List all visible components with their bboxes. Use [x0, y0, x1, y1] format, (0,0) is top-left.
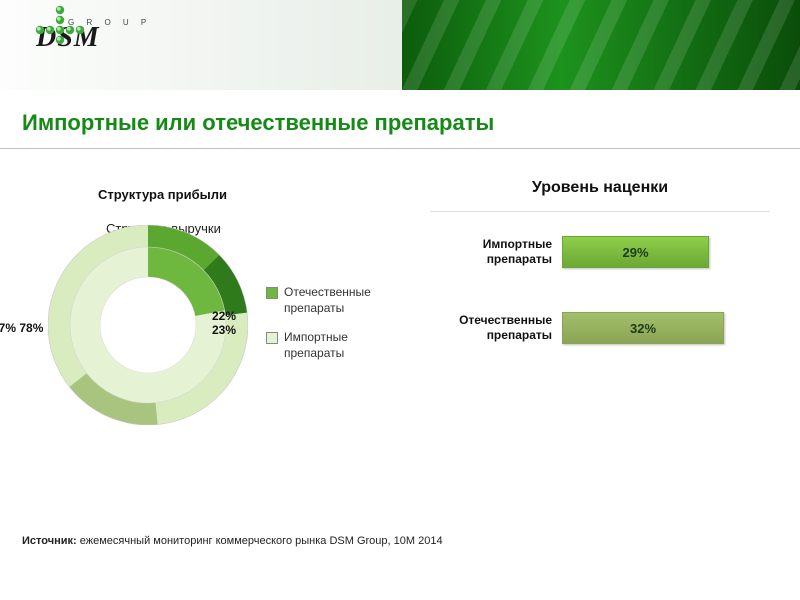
bar-chart-title: Уровень наценки [430, 179, 770, 197]
donut-legend: Отечественные препараты Импортные препара… [266, 285, 386, 375]
legend-swatch [266, 287, 278, 299]
donut-label-left: 77% 78% [0, 321, 43, 335]
donut-chart: 77% 78% 22% 23% [48, 225, 248, 425]
logo: G R O U P DSM [36, 18, 151, 52]
legend-item: Отечественные препараты [266, 285, 386, 316]
bar: 32% [562, 312, 724, 344]
legend-item: Импортные препараты [266, 330, 386, 361]
bar-label: Импортные препараты [430, 237, 562, 267]
bars-container: Импортные препараты 29% Отечественные преп… [430, 236, 770, 344]
bar-row: Импортные препараты 29% [430, 236, 770, 268]
donut-label-right: 22% 23% [212, 309, 248, 337]
footer-prefix: Источник: [22, 535, 77, 547]
bar-label: Отечественные препараты [430, 313, 562, 343]
legend-label: Импортные препараты [284, 330, 386, 361]
page-title: Импортные или отечественные препараты [22, 110, 800, 136]
header-bg-right [402, 0, 800, 90]
bar-value: 29% [622, 245, 648, 260]
donut-outer-title: Структура прибыли [98, 187, 227, 202]
bar: 29% [562, 236, 709, 268]
bar-value: 32% [630, 321, 656, 336]
footer-source: Источник: ежемесячный мониторинг коммерч… [22, 535, 443, 547]
header: G R O U P DSM [0, 0, 800, 90]
footer-text: ежемесячный мониторинг коммерческого рын… [77, 535, 443, 547]
logo-dots-icon [34, 4, 114, 64]
title-bar: Импортные или отечественные препараты [0, 90, 800, 142]
legend-label: Отечественные препараты [284, 285, 386, 316]
donut-chart-block: Структура прибыли Структура выручки 77% … [48, 197, 388, 425]
bar-row: Отечественные препараты 32% [430, 312, 770, 344]
legend-swatch [266, 332, 278, 344]
content: Структура прибыли Структура выручки 77% … [0, 149, 800, 569]
bar-chart-divider [430, 211, 770, 212]
bar-chart-block: Уровень наценки Импортные препараты 29% От… [430, 179, 770, 388]
